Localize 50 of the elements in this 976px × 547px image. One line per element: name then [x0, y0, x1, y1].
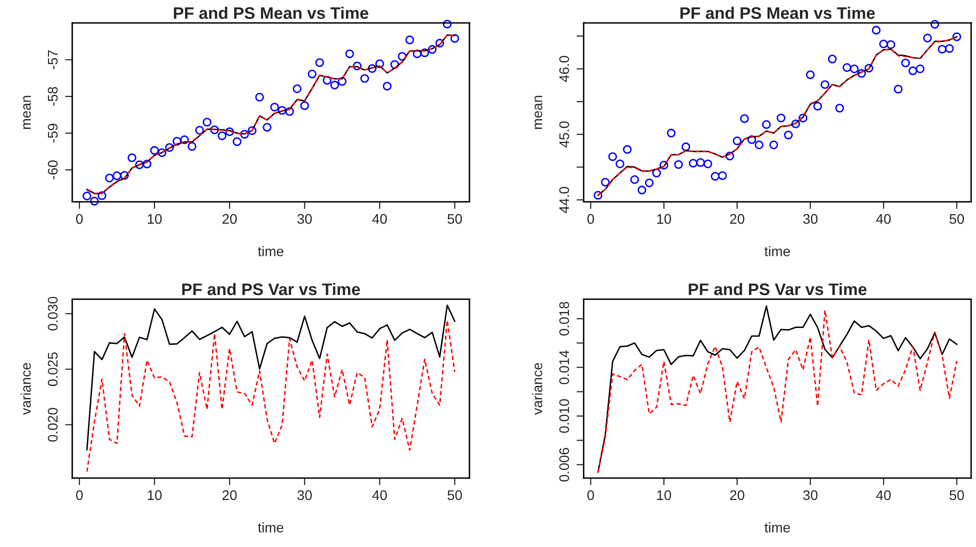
x-tick-label: 30	[803, 214, 818, 224]
x-tick-label: 10	[148, 214, 162, 224]
x-tick-label: 10	[148, 490, 162, 500]
x-tick-label: 50	[950, 214, 964, 224]
x-tick-label: 40	[876, 214, 891, 224]
x-tick-label: 20	[222, 490, 237, 500]
y-tick-label: 46.0	[559, 56, 570, 82]
x-tick-label: 40	[372, 490, 387, 500]
y-tick-label: -59	[48, 124, 58, 143]
x-tick-label: 30	[297, 214, 312, 224]
y-tick-label: 45.0	[559, 121, 570, 148]
x-tick-label: 10	[657, 214, 672, 224]
y-tick-label: 0.010	[559, 399, 570, 433]
x-tick-label: 30	[297, 490, 312, 500]
x-tick-label: 40	[876, 490, 891, 500]
y-axis-title: variance	[20, 363, 31, 415]
chart-title: PF and PS Var vs Time	[688, 282, 867, 296]
x-axis-title: time	[258, 246, 284, 256]
chart-title: PF and PS Mean vs Time	[174, 6, 368, 19]
x-tick-label: 20	[730, 490, 744, 500]
y-tick-label: 0.018	[559, 302, 570, 336]
x-tick-label: 20	[730, 214, 744, 224]
x-tick-label: 0	[76, 214, 83, 224]
x-tick-label: 40	[372, 214, 387, 224]
y-tick-label: -57	[48, 50, 58, 70]
y-tick-label: 0.006	[559, 448, 570, 482]
x-tick-label: 20	[222, 214, 237, 224]
y-axis-title: mean	[23, 96, 31, 129]
y-tick-label: 0.030	[48, 296, 58, 330]
x-tick-label: 50	[950, 490, 964, 500]
x-tick-label: 50	[448, 490, 462, 500]
y-tick-label: 44.0	[559, 186, 570, 214]
x-tick-label: 0	[587, 490, 594, 500]
x-axis-title: time	[764, 246, 790, 256]
y-tick-label: 0.025	[48, 352, 58, 386]
x-tick-label: 10	[657, 490, 672, 500]
x-tick-label: 0	[76, 490, 83, 500]
y-axis-title: mean	[534, 96, 542, 129]
x-tick-label: 30	[803, 490, 818, 500]
chart-title: PF and PS Var vs Time	[182, 282, 360, 296]
y-tick-label: -60	[48, 160, 58, 180]
y-tick-label: 0.020	[48, 408, 58, 442]
x-tick-label: 50	[448, 214, 462, 224]
x-axis-title: time	[258, 522, 284, 532]
x-axis-title: time	[764, 522, 790, 532]
y-tick-label: -58	[48, 87, 58, 106]
y-tick-label: 0.014	[559, 350, 570, 384]
chart-title: PF and PS Mean vs Time	[680, 6, 875, 19]
x-tick-label: 0	[587, 214, 594, 224]
y-axis-title: variance	[532, 363, 542, 415]
